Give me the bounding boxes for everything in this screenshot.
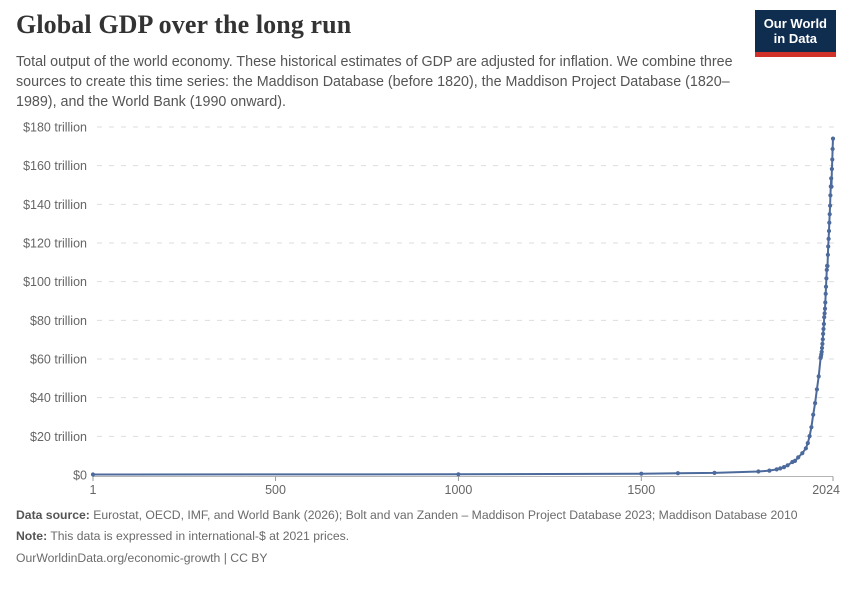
data-point-marker[interactable]	[823, 300, 828, 305]
data-point-marker[interactable]	[796, 455, 801, 460]
data-point-marker[interactable]	[821, 321, 827, 327]
y-tick-label: $40 trillion	[30, 391, 87, 405]
data-point-marker[interactable]	[767, 468, 772, 473]
data-point-marker[interactable]	[774, 467, 779, 472]
data-point-marker[interactable]	[456, 472, 461, 477]
data-point-marker[interactable]	[814, 387, 820, 392]
data-point-marker[interactable]	[675, 471, 681, 476]
owid-logo-line1: Our World	[763, 16, 827, 31]
data-point-marker[interactable]	[781, 465, 787, 470]
data-point-marker[interactable]	[823, 284, 829, 289]
data-point-marker[interactable]	[807, 434, 812, 439]
chart-svg: $0 $20 trillion $40 trillion $60 trillion $8…	[23, 121, 841, 497]
x-tick-label: 1500	[627, 483, 655, 497]
data-point-marker[interactable]	[813, 401, 818, 406]
data-point-marker[interactable]	[822, 306, 828, 311]
data-point-marker[interactable]	[830, 146, 835, 152]
x-tick-label: 500	[265, 483, 286, 497]
data-point-marker[interactable]	[756, 469, 761, 474]
y-tick-label: $140 trillion	[23, 198, 87, 212]
data-point-marker[interactable]	[819, 345, 825, 351]
data-point-marker[interactable]	[827, 220, 832, 225]
data-point-marker[interactable]	[830, 136, 836, 141]
cc-license-link[interactable]: OurWorldinData.org/economic-growth | CC …	[16, 551, 268, 566]
data-point-marker[interactable]	[785, 463, 790, 468]
data-point-marker[interactable]	[826, 236, 831, 241]
data-source-label: Data source:	[16, 508, 90, 522]
y-tick-label: $0	[73, 469, 87, 483]
owid-logo-line2: in Data	[773, 30, 818, 46]
data-point-marker[interactable]	[826, 228, 832, 234]
data-point-marker[interactable]	[825, 252, 831, 257]
data-point-marker[interactable]	[639, 471, 644, 476]
data-point-marker[interactable]	[824, 267, 829, 272]
data-point-marker[interactable]	[778, 466, 783, 471]
data-point-marker[interactable]	[824, 276, 829, 281]
page-title: Global GDP over the long run	[16, 10, 352, 39]
y-tick-label: $60 trillion	[30, 353, 87, 367]
data-point-marker[interactable]	[825, 263, 830, 269]
owid-logo[interactable]: Our World in Data	[754, 10, 836, 57]
note-label: Note:	[16, 528, 48, 543]
data-point-marker[interactable]	[828, 203, 833, 208]
data-point-marker[interactable]	[816, 374, 821, 379]
note-line: Note: This data is expressed in internat…	[16, 528, 836, 546]
data-point-marker[interactable]	[792, 458, 798, 463]
data-point-marker[interactable]	[805, 441, 810, 446]
data-point-marker[interactable]	[90, 472, 96, 477]
y-tick-label: $80 trillion	[30, 314, 87, 328]
y-tick-label: $20 trillion	[30, 430, 87, 444]
data-point-marker[interactable]	[827, 212, 832, 217]
y-tick-label: $120 trillion	[23, 237, 87, 251]
data-source-line: Data source: Eurostat, OECD, IMF, and Wo…	[16, 507, 836, 525]
data-point-marker[interactable]	[821, 326, 826, 332]
data-point-marker[interactable]	[829, 176, 834, 181]
data-point-marker[interactable]	[830, 157, 835, 162]
data-point-marker[interactable]	[829, 166, 835, 172]
data-point-marker[interactable]	[826, 244, 831, 249]
gdp-line	[92, 137, 834, 476]
data-point-marker[interactable]	[800, 451, 805, 456]
data-point-marker[interactable]	[820, 341, 825, 346]
data-point-marker[interactable]	[823, 291, 828, 296]
data-point-marker[interactable]	[822, 311, 827, 316]
chart-footer: Data source: Eurostat, OECD, IMF, and Wo…	[16, 507, 836, 571]
y-tick-label: $160 trillion	[23, 159, 87, 173]
x-tick-label: 2024	[812, 483, 840, 497]
y-tick-label: $100 trillion	[23, 275, 87, 289]
data-point-marker[interactable]	[809, 425, 814, 430]
y-tick-label: $180 trillion	[23, 121, 87, 135]
data-point-marker[interactable]	[828, 193, 833, 198]
data-point-marker[interactable]	[819, 349, 824, 354]
gdp-line-chart[interactable]: $0 $20 trillion $40 trillion $60 trillion $8…	[0, 118, 850, 500]
data-point-marker[interactable]	[811, 412, 816, 417]
x-tick-label: 1000	[445, 483, 473, 497]
data-point-marker[interactable]	[821, 331, 826, 336]
chart-subtitle: Total output of the world economy. These…	[16, 54, 733, 111]
note-text: This data is expressed in international-…	[50, 528, 350, 543]
x-tick-label: 1	[90, 483, 97, 497]
data-point-marker[interactable]	[822, 315, 827, 320]
data-point-marker[interactable]	[829, 184, 834, 189]
data-point-marker[interactable]	[803, 446, 809, 451]
data-point-marker[interactable]	[712, 470, 717, 475]
data-point-marker[interactable]	[820, 337, 825, 342]
data-source-text: Eurostat, OECD, IMF, and World Bank (202…	[93, 508, 798, 522]
